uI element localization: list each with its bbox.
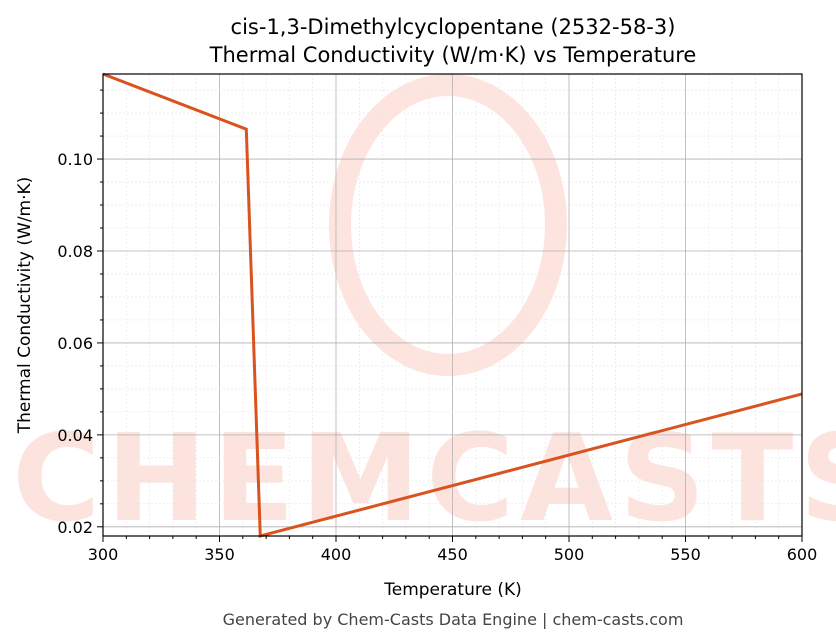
watermark-logo: CHEMCASTS [12, 74, 836, 549]
chart-title: cis-1,3-Dimethylcyclopentane (2532-58-3) [231, 15, 676, 39]
x-tick-label: 550 [670, 545, 701, 564]
x-tick-label: 500 [554, 545, 585, 564]
y-tick-label: 0.06 [57, 334, 93, 353]
x-tick-label: 300 [88, 545, 119, 564]
x-tick-label: 400 [321, 545, 352, 564]
y-tick-label: 0.02 [57, 518, 93, 537]
y-tick-label: 0.10 [57, 150, 93, 169]
y-tick-label: 0.08 [57, 242, 93, 261]
x-tick-label: 450 [437, 545, 468, 564]
x-tick-label: 350 [204, 545, 235, 564]
svg-text:CHEMCASTS: CHEMCASTS [12, 410, 836, 549]
footer-credit: Generated by Chem-Casts Data Engine | ch… [223, 610, 684, 629]
y-tick-label: 0.04 [57, 426, 93, 445]
series-line [102, 72, 803, 538]
x-tick-label: 600 [787, 545, 818, 564]
x-axis-label: Temperature (K) [383, 580, 522, 600]
chart-subtitle: Thermal Conductivity (W/m·K) vs Temperat… [209, 43, 697, 67]
y-axis-label: Thermal Conductivity (W/m·K) [15, 177, 35, 435]
